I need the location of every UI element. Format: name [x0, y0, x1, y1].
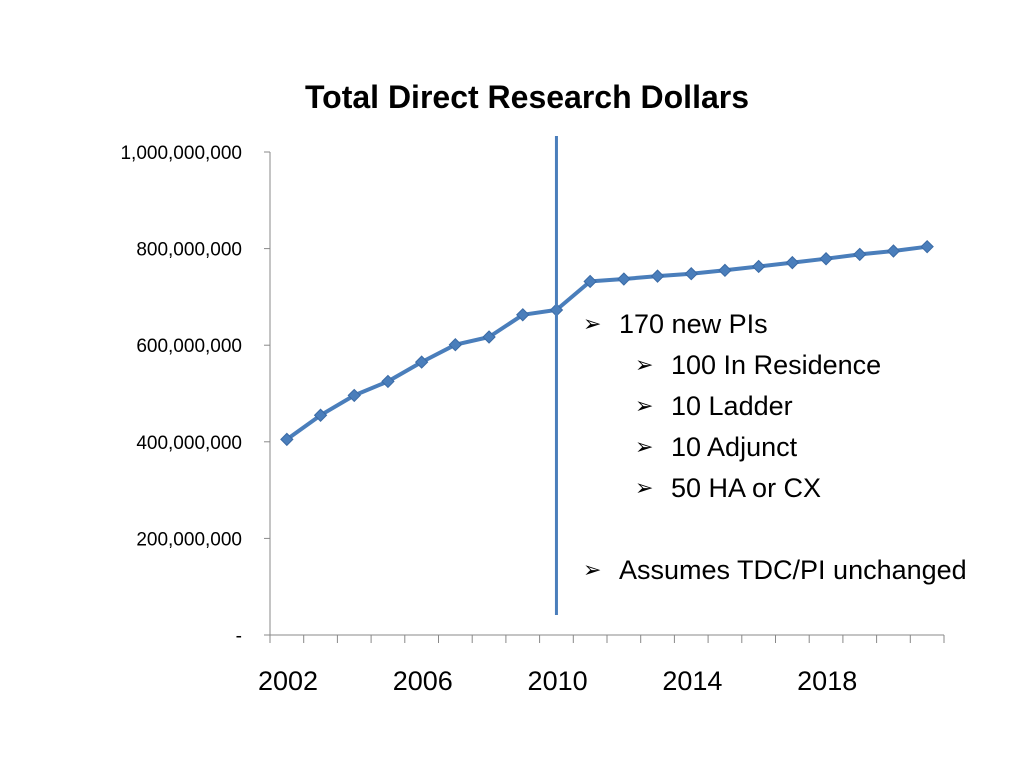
- data-point-marker: [650, 269, 665, 283]
- data-point-marker: [617, 272, 631, 286]
- y-tick-label: 600,000,000: [136, 336, 242, 357]
- arrow-bullet-icon: ➢: [635, 352, 654, 377]
- callout-footer-text: Assumes TDC/PI unchanged: [619, 555, 967, 585]
- callout-sub-text: 100 In Residence: [671, 350, 882, 380]
- x-tick-label: 2010: [528, 666, 588, 696]
- callout-footer: ➢ Assumes TDC/PI unchanged: [583, 557, 967, 584]
- data-point-marker: [280, 432, 294, 447]
- data-series: [280, 239, 934, 447]
- data-point-marker: [414, 355, 429, 369]
- data-point-marker: [718, 263, 732, 278]
- series-line: [285, 244, 928, 442]
- callout-sub-item: ➢ 100 In Residence: [635, 352, 881, 379]
- y-tick-label: -: [236, 626, 242, 647]
- y-axis-ticks: - 200,000,000 400,000,000 600,000,000 800,00…: [120, 143, 270, 647]
- data-point-marker: [751, 259, 766, 274]
- x-tick-label: 2018: [797, 666, 857, 696]
- data-point-marker: [920, 239, 934, 254]
- callout-main-text: 170 new PIs: [619, 309, 768, 339]
- data-point-marker: [482, 330, 496, 344]
- data-point-marker: [347, 388, 361, 403]
- x-tick-label: 2006: [393, 666, 453, 696]
- callout-main: ➢ 170 new PIs: [583, 311, 768, 338]
- arrow-bullet-icon: ➢: [583, 557, 602, 582]
- x-tick-label: 2002: [258, 666, 318, 696]
- callout-sub-item: ➢ 10 Adjunct: [635, 434, 797, 461]
- data-point-marker: [819, 252, 833, 266]
- x-axis-ticks: 2002 2006 2010 2014 2018: [258, 635, 945, 696]
- arrow-bullet-icon: ➢: [635, 393, 654, 418]
- data-point-marker: [853, 247, 867, 262]
- callout-sub-text: 10 Adjunct: [671, 432, 798, 462]
- data-point-marker: [684, 267, 698, 281]
- callout-sub-item: ➢ 50 HA or CX: [635, 475, 821, 502]
- data-point-marker: [448, 338, 463, 352]
- chart-title: Total Direct Research Dollars: [305, 79, 749, 115]
- data-point-marker: [381, 374, 395, 389]
- y-tick-label: 800,000,000: [136, 240, 242, 261]
- x-tick-label: 2014: [662, 666, 722, 696]
- data-point-marker: [886, 244, 901, 258]
- y-tick-label: 1,000,000,000: [120, 143, 242, 164]
- callout-sub-text: 10 Ladder: [671, 391, 793, 421]
- arrow-bullet-icon: ➢: [583, 311, 602, 336]
- callout-sub-item: ➢ 10 Ladder: [635, 393, 793, 420]
- arrow-bullet-icon: ➢: [635, 475, 654, 500]
- data-point-marker: [313, 408, 328, 422]
- data-point-marker: [516, 308, 530, 322]
- y-tick-label: 400,000,000: [136, 433, 242, 454]
- data-point-marker: [785, 255, 800, 270]
- callout-sub-text: 50 HA or CX: [671, 473, 822, 503]
- y-tick-label: 200,000,000: [136, 529, 242, 550]
- arrow-bullet-icon: ➢: [635, 434, 654, 459]
- data-point-marker: [583, 274, 597, 289]
